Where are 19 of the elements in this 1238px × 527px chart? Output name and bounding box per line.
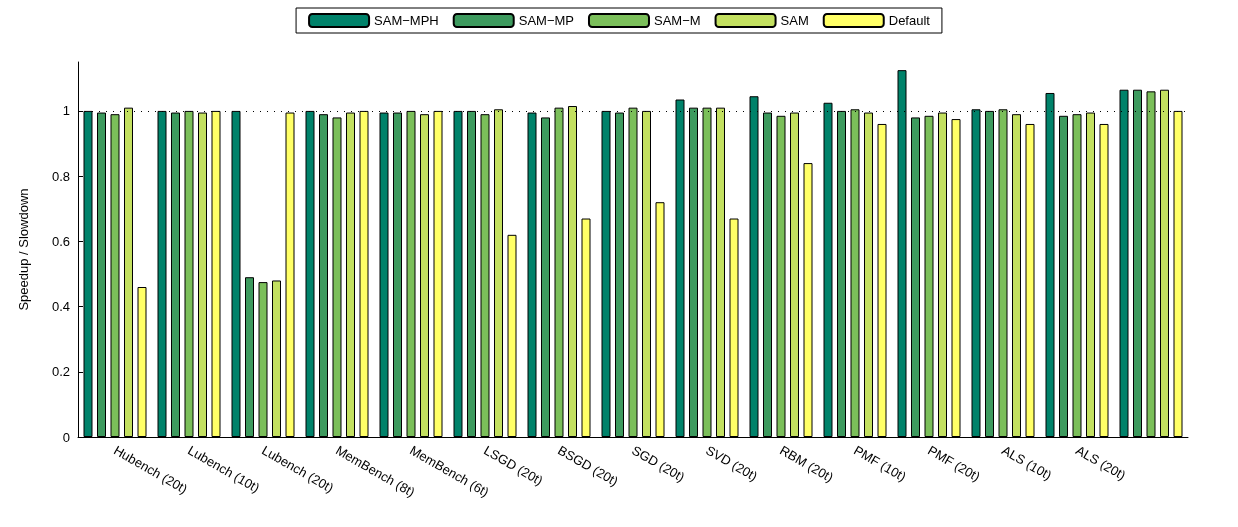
y-tick-label: 0.8 <box>51 168 70 184</box>
legend-label: SAM−MP <box>518 13 574 28</box>
x-tick-label: RBM (20t) <box>777 442 836 486</box>
x-tick-label: ALS (20t) <box>1073 442 1129 483</box>
y-tick-label: 0.6 <box>51 233 70 249</box>
x-tick-label: ALS (10t) <box>999 442 1055 483</box>
x-tick-label: SGD (20t) <box>629 442 688 485</box>
y-tick-label: 0.2 <box>51 364 70 380</box>
legend-label: Default <box>888 13 931 28</box>
legend-label: SAM−M <box>653 13 701 28</box>
x-tick-label: PMF (10t) <box>851 442 909 485</box>
x-tick-label: PMF (20t) <box>925 442 983 485</box>
x-tick-label: SVD (20t) <box>703 442 761 484</box>
y-axis-title: Speedup / Slowdown <box>16 188 31 311</box>
y-tick-label: 0 <box>62 429 70 445</box>
legend-label: SAM <box>780 13 809 28</box>
y-tick-label: 1 <box>62 103 70 119</box>
y-tick-label: 0.4 <box>51 299 70 315</box>
legend-label: SAM−MPH <box>374 13 439 28</box>
